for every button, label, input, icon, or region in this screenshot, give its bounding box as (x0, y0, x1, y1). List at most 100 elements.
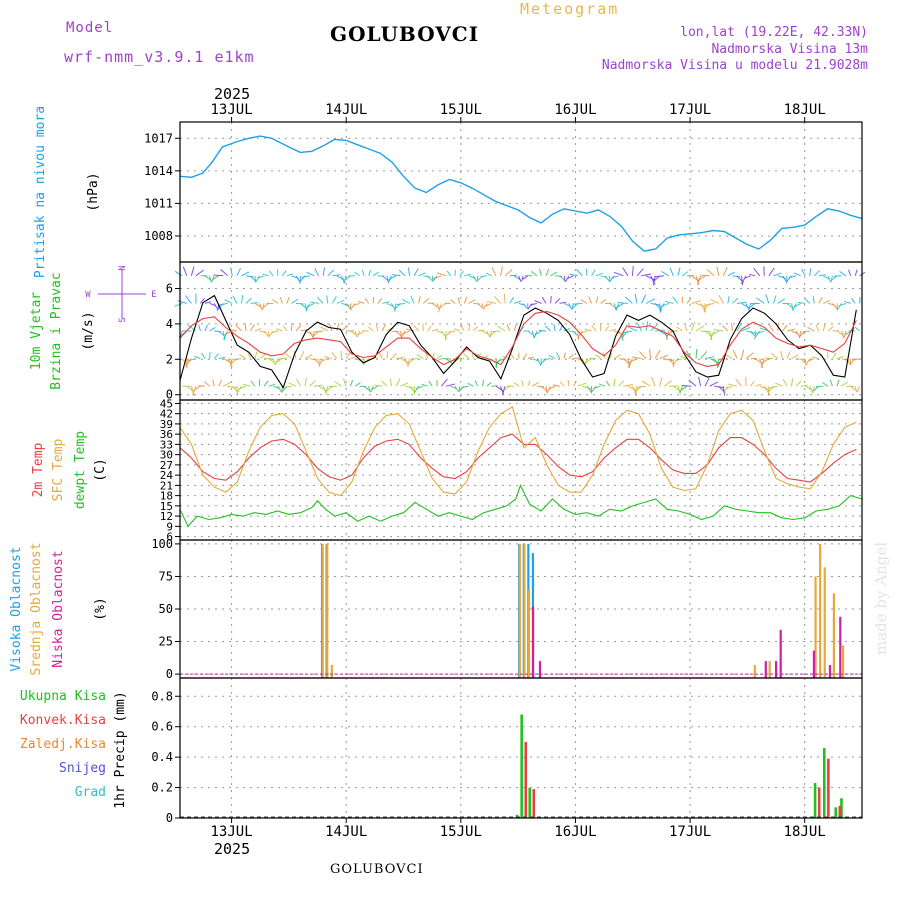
wind-barb (725, 354, 733, 360)
wind-barb (541, 296, 547, 304)
wind-barb (325, 385, 333, 392)
wind-barb (765, 294, 770, 304)
wind-barb (255, 275, 260, 282)
year-top: 2025 (214, 85, 251, 103)
wind-barb (503, 385, 510, 391)
wind-barb (480, 275, 487, 278)
wind-barb (343, 378, 347, 387)
wind-barb (843, 330, 847, 339)
pressure-line-0 (179, 135, 863, 252)
wind-barb (818, 296, 823, 304)
wind-barb (527, 330, 533, 336)
wind-barb (695, 325, 705, 332)
y-tick-label: 4 (166, 317, 173, 331)
wind-barb (827, 275, 832, 283)
wind-barb (427, 275, 433, 281)
wind-barb (254, 275, 257, 283)
wind-barb (437, 302, 447, 310)
legend-item: Zaledj.Kisa (20, 737, 106, 752)
wind-barb (793, 272, 801, 277)
wind-barb (320, 358, 328, 363)
wind-barb (191, 386, 197, 396)
precip-bar (813, 783, 817, 818)
clouds-bar (768, 661, 771, 678)
clouds-bar (814, 576, 817, 678)
wind-barb (818, 274, 827, 277)
wind-barb (685, 350, 692, 359)
wind-barb (559, 381, 565, 387)
wind-barb (548, 354, 556, 360)
wind-barb (314, 330, 324, 333)
wind-barb (395, 378, 401, 387)
wind-barb (290, 323, 293, 332)
wind-barb (212, 379, 215, 387)
compass-west: W (85, 290, 91, 300)
wind-barb (194, 385, 201, 391)
wind-barb (741, 302, 750, 309)
wind-barb (791, 354, 799, 360)
y-tick-label: 6 (166, 531, 173, 544)
wind-barb (518, 275, 522, 282)
wind-barb (677, 267, 681, 276)
wind-barb (654, 349, 661, 359)
wind-barb (390, 303, 396, 311)
wind-barb (331, 352, 338, 359)
wind-barb (504, 269, 513, 277)
wind-barb (481, 379, 485, 387)
wind-barb (368, 326, 374, 332)
wind-barb (680, 385, 688, 391)
wind-barb (343, 275, 347, 284)
wind-barb (769, 385, 778, 389)
wind-barb (786, 328, 795, 332)
y-tick-label: 1017 (144, 131, 173, 145)
wind-barb (382, 275, 389, 281)
meteogram-title: Meteogram (520, 0, 620, 18)
wind-barb (710, 330, 720, 336)
wind-barb (201, 352, 206, 359)
wind-barb (641, 273, 652, 277)
ylabel-wind-1: Brzina i Pravac (49, 272, 64, 389)
wind-barb (254, 351, 258, 359)
wind-barb (488, 330, 497, 338)
wind-barb (496, 325, 506, 332)
wind-barb (682, 271, 689, 277)
wind-barb (312, 330, 315, 340)
wind-barb (727, 271, 735, 277)
legend-item: Snijeg (59, 761, 106, 776)
wind-barb (198, 385, 206, 387)
wind-barb (485, 302, 492, 307)
wind-barb (327, 269, 335, 277)
wind-barb (306, 271, 315, 277)
wind-barb (700, 274, 710, 277)
y-tick-label: 6 (166, 282, 173, 296)
wind-barb (856, 386, 861, 393)
clouds-bar (531, 606, 535, 678)
wind-barb (262, 273, 269, 277)
wind-barb (718, 294, 724, 304)
wind-barb (782, 324, 788, 332)
wind-barb (565, 275, 570, 282)
wind-barb (259, 354, 266, 359)
wind-barb (446, 330, 451, 336)
wind-barb (709, 358, 719, 363)
wind-barb (392, 274, 401, 277)
wind-barb (464, 273, 472, 277)
wind-barb (832, 303, 838, 309)
wind-barb (809, 268, 812, 276)
wind-barb (745, 303, 751, 313)
wind-barb (481, 303, 484, 310)
legend-item: Konvek.Kisa (20, 713, 106, 728)
wind-barb (768, 267, 775, 277)
wind-barb (822, 323, 826, 332)
wind-barb (793, 302, 801, 308)
wind-barb (220, 269, 229, 277)
wind-barb (722, 267, 728, 277)
wind-barb (218, 379, 223, 387)
wind-barb (454, 385, 459, 392)
wind-barb (744, 275, 751, 279)
wind-barb (588, 296, 592, 304)
y-tick-label: 24 (160, 469, 174, 482)
wind-barb (223, 330, 229, 340)
wind-barb (341, 302, 350, 306)
